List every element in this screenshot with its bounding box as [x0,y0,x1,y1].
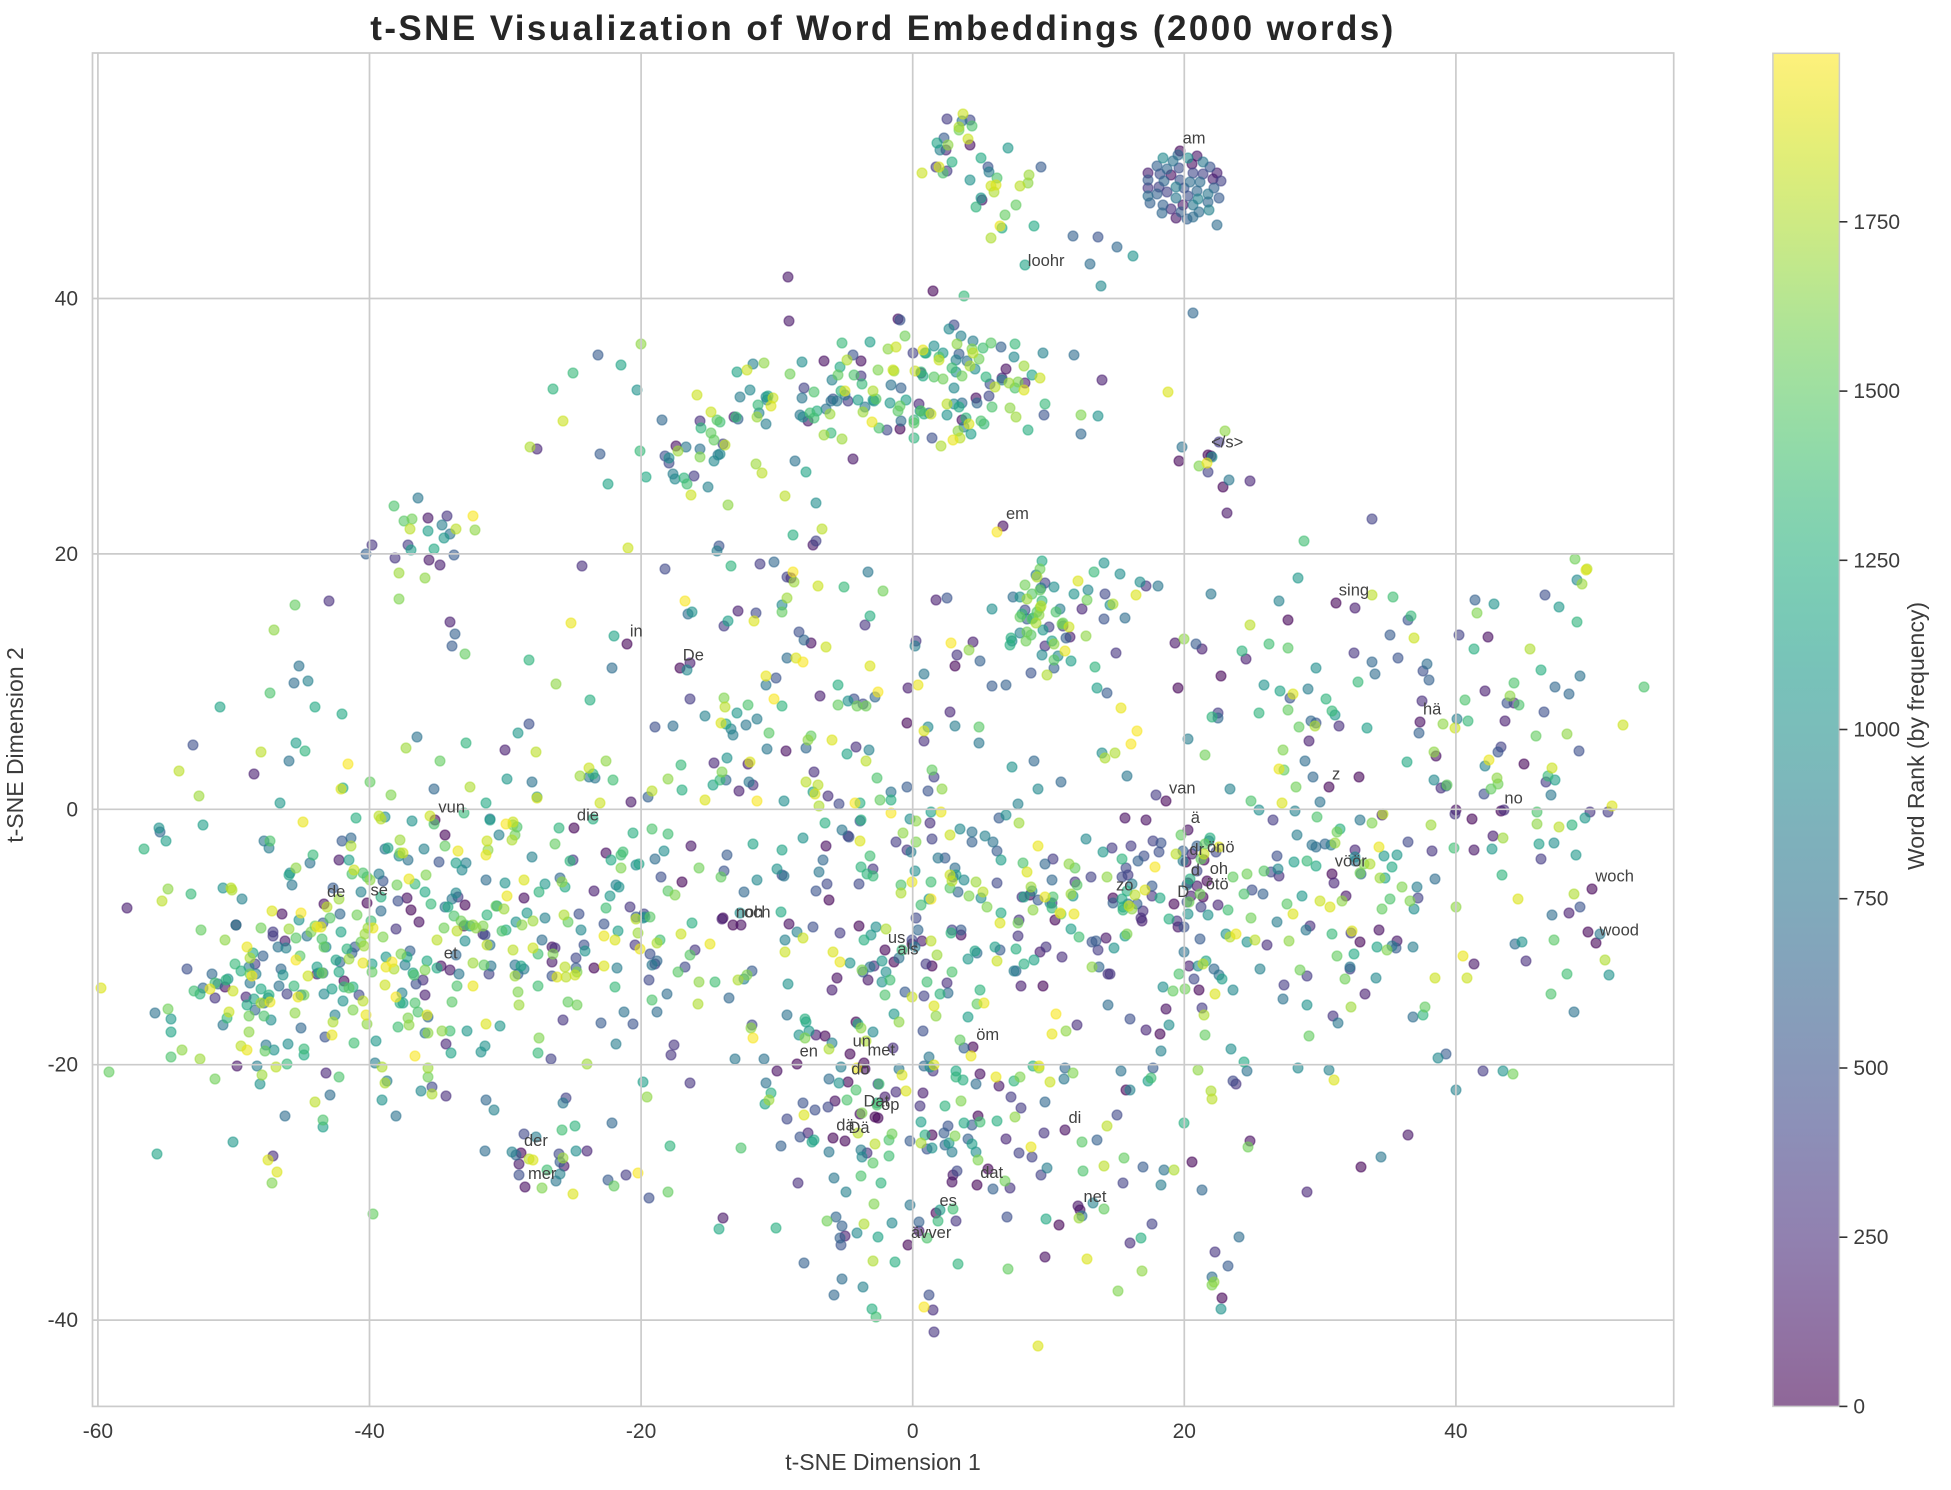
svg-text:1500: 1500 [1853,380,1900,403]
svg-text:40: 40 [1444,1420,1467,1443]
svg-text:-60: -60 [83,1420,113,1443]
svg-text:se: se [371,882,388,900]
svg-text:et: et [444,944,458,962]
svg-text:1250: 1250 [1853,549,1900,572]
svg-text:</s>: </s> [1211,434,1243,452]
svg-text:met: met [868,1041,896,1059]
svg-text:De: De [683,647,704,665]
svg-text:ävver: ävver [911,1224,952,1242]
svg-text:vun: vun [438,799,465,817]
svg-text:zo: zo [1116,877,1133,895]
svg-text:die: die [577,806,599,824]
svg-text:oh: oh [1210,860,1228,878]
svg-text:noh: noh [736,903,764,921]
svg-text:-40: -40 [48,1309,78,1332]
svg-text:750: 750 [1853,888,1888,911]
svg-text:dä: dä [836,1117,855,1135]
svg-text:1000: 1000 [1853,719,1900,742]
svg-text:40: 40 [55,288,78,311]
svg-text:van: van [1169,780,1196,798]
svg-text:0: 0 [907,1420,919,1443]
svg-text:ötö: ötö [1206,875,1229,893]
svg-text:vöör: vöör [1335,852,1368,870]
svg-text:1750: 1750 [1853,211,1900,234]
svg-text:in: in [630,623,643,641]
svg-text:wood: wood [1599,921,1639,939]
svg-text:20: 20 [55,543,78,566]
svg-text:dr: dr [1189,841,1204,859]
svg-text:es: es [940,1192,957,1210]
svg-text:öm: öm [976,1026,999,1044]
svg-text:der: der [524,1132,548,1150]
svg-text:och: och [744,903,771,921]
svg-text:önö: önö [1207,838,1235,856]
svg-text:250: 250 [1853,1226,1888,1249]
svg-text:no: no [1504,790,1522,808]
svg-text:am: am [1183,130,1206,148]
svg-text:de: de [327,883,345,901]
svg-text:loohr: loohr [1028,252,1065,270]
svg-text:t-SNE Dimension 2: t-SNE Dimension 2 [2,647,28,843]
svg-text:Dat: Dat [864,1092,890,1110]
svg-text:hä: hä [1423,700,1442,718]
svg-text:dat: dat [980,1164,1003,1182]
svg-text:t-SNE Visualization of Word Em: t-SNE Visualization of Word Embeddings (… [370,9,1395,48]
svg-text:di: di [1069,1109,1082,1127]
svg-text:ä: ä [1191,809,1201,827]
svg-text:Dä: Dä [849,1119,871,1137]
svg-text:0: 0 [1853,1395,1865,1418]
svg-text:do: do [851,1061,869,1079]
svg-text:als: als [897,940,918,958]
svg-text:net: net [1084,1188,1107,1206]
svg-text:0: 0 [66,798,78,821]
svg-text:-20: -20 [626,1420,656,1443]
svg-text:d: d [1191,861,1200,879]
svg-text:woch: woch [1594,868,1634,886]
svg-text:en: en [800,1043,818,1061]
svg-text:500: 500 [1853,1057,1888,1080]
svg-text:us: us [888,929,905,947]
svg-text:sing: sing [1339,582,1369,600]
svg-text:em: em [1006,505,1029,523]
svg-text:20: 20 [1173,1420,1196,1443]
svg-text:un: un [853,1032,871,1050]
svg-text:-40: -40 [354,1420,384,1443]
svg-text:D: D [1177,883,1189,901]
svg-text:-20: -20 [48,1054,78,1077]
svg-text:z: z [1332,766,1340,784]
svg-text:op: op [881,1096,899,1114]
svg-text:mer: mer [528,1165,557,1183]
svg-text:t-SNE Dimension 1: t-SNE Dimension 1 [785,1449,981,1475]
svg-text:Word Rank (by frequency): Word Rank (by frequency) [1903,602,1929,870]
